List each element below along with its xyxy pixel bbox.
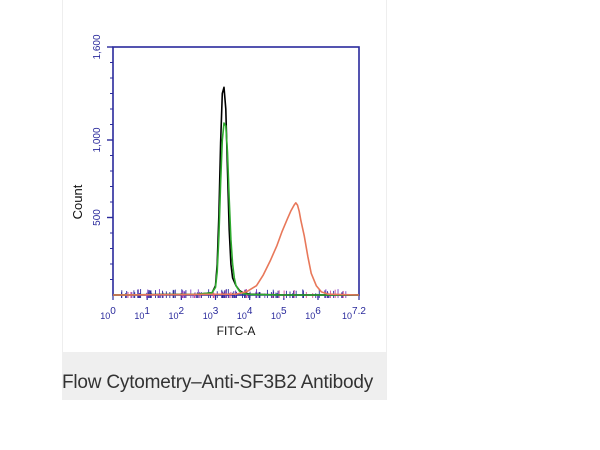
y-tick-label: 500 bbox=[92, 209, 103, 226]
x-tick-label: 101 bbox=[134, 306, 150, 321]
chart-axes bbox=[112, 46, 360, 296]
caption-bar bbox=[62, 352, 386, 400]
series-line-2 bbox=[112, 202, 360, 296]
chart-ticks: 500 1,000 1,600 100 101 102 103 104 105 106 107.2 bbox=[92, 34, 366, 321]
plot-frame bbox=[112, 46, 360, 296]
y-tick-label: 1,600 bbox=[92, 34, 103, 59]
x-tick-label: 104 bbox=[237, 306, 253, 321]
figure-card bbox=[62, 0, 387, 400]
x-tick-label: 103 bbox=[203, 306, 219, 321]
x-tick-label: 107.2 bbox=[342, 306, 366, 321]
chart-labels: FITC-A Count bbox=[70, 184, 255, 338]
x-tick-label: 105 bbox=[271, 306, 287, 321]
series-line-1 bbox=[112, 122, 359, 296]
y-axis-label: Count bbox=[70, 184, 85, 219]
x-tick-label: 100 bbox=[100, 306, 116, 321]
x-axis-label: FITC-A bbox=[217, 324, 256, 338]
chart-series bbox=[112, 86, 360, 296]
y-tick-label: 1,000 bbox=[92, 127, 103, 152]
x-tick-label: 106 bbox=[305, 306, 321, 321]
figure-caption: Flow Cytometry–Anti-SF3B2 Antibody bbox=[62, 372, 374, 393]
series-line-0 bbox=[112, 86, 359, 296]
x-tick-label: 102 bbox=[169, 306, 185, 321]
